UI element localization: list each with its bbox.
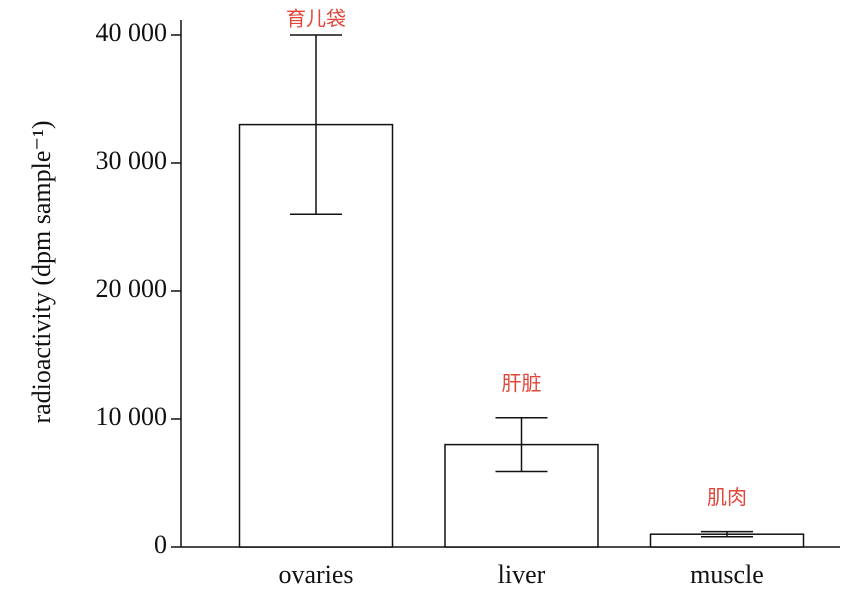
annotation: 肝脏 — [502, 371, 542, 395]
y-tick-label: 10 000 — [96, 402, 168, 431]
x-tick-label: liver — [498, 560, 546, 589]
y-tick-label: 40 000 — [96, 18, 168, 47]
y-tick-label: 30 000 — [96, 146, 168, 175]
annotation: 育儿袋 — [286, 7, 346, 31]
y-tick-label: 0 — [154, 530, 167, 559]
x-tick-label: muscle — [690, 560, 764, 589]
x-tick-label: ovaries — [278, 560, 353, 589]
y-tick-label: 20 000 — [96, 274, 168, 303]
annotation: 肌肉 — [707, 485, 747, 509]
y-axis-label: radioactivity (dpm sample⁻¹) — [27, 120, 56, 423]
